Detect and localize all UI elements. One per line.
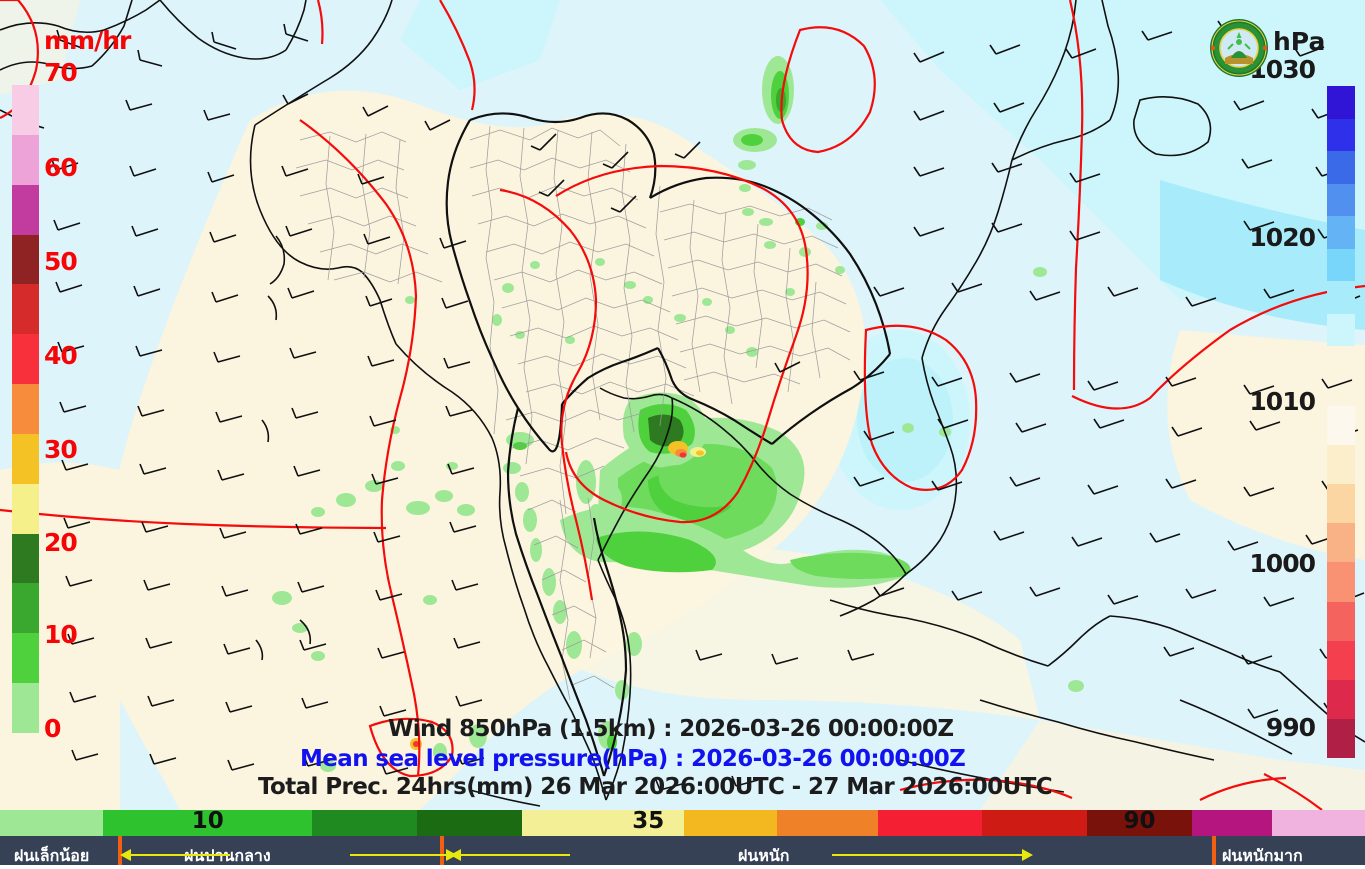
pressure-color-segment	[1327, 118, 1355, 151]
rain-scale-segment	[982, 810, 1088, 836]
precipitation-unit-label: mm/hr	[44, 26, 131, 55]
rain-scale-segment	[1272, 810, 1365, 836]
pressure-color-segment	[1327, 151, 1355, 184]
weather-map-canvas[interactable]: mm/hr 70 60 50 40 30 20 10 0 hPa 1030 1020 1010 10…	[0, 0, 1365, 810]
precip-tick-label: 40	[44, 341, 78, 370]
rain-scale-arrow-head	[1022, 849, 1033, 861]
pressure-color-segment	[1327, 248, 1355, 281]
pressure-tick-label: 1010	[1249, 387, 1316, 416]
rain-scale-category-label: ฝนปานกลาง	[184, 844, 271, 869]
pressure-color-segment	[1327, 281, 1355, 314]
precip-color-segment	[12, 184, 39, 235]
pressure-color-segment	[1327, 86, 1355, 119]
rain-scale-number: 10	[191, 808, 224, 834]
rain-scale-segment	[777, 810, 878, 836]
rain-scale-segment: 35	[612, 808, 685, 836]
rain-scale-segment	[417, 810, 522, 836]
wind-barbs	[51, 20, 1365, 791]
precip-tick-label: 60	[44, 153, 78, 182]
rain-scale-divider	[440, 836, 444, 865]
pressure-color-segment	[1327, 445, 1355, 485]
precip-tick-label: 20	[44, 528, 78, 557]
pressure-colorbar-high	[1327, 86, 1355, 346]
rain-scale-category-label: ฝนหนัก	[738, 846, 790, 865]
precip-color-segment	[12, 433, 39, 484]
pressure-unit-label: hPa	[1273, 27, 1326, 56]
precip-color-segment	[12, 633, 39, 684]
pressure-color-segment	[1327, 640, 1355, 680]
precip-color-segment	[12, 284, 39, 335]
pressure-color-segment	[1327, 562, 1355, 602]
caption-precip: Total Prec. 24hrs(mm) 26 Mar 2026:00UTC …	[258, 774, 1053, 800]
rain-scale-segment	[521, 810, 613, 836]
precip-tick-label: 10	[44, 620, 78, 649]
rain-scale-segment	[877, 810, 983, 836]
rain-scale-divider	[1212, 836, 1216, 865]
precip-color-segment	[12, 683, 39, 733]
precip-tick-label: 0	[44, 714, 61, 743]
thai-meteorological-department-logo	[1210, 19, 1268, 77]
pressure-color-segment	[1327, 216, 1355, 249]
map-graphics	[0, 0, 1365, 810]
rain-scale-segment	[0, 810, 104, 836]
rain-scale-number: 90	[1123, 808, 1156, 834]
pressure-colorbar-low	[1327, 406, 1355, 758]
rain-scale-arrow	[832, 854, 1022, 856]
pressure-tick-label: 1020	[1249, 223, 1316, 252]
pressure-tick-label: 1000	[1249, 549, 1316, 578]
precip-color-segment	[12, 483, 39, 534]
pressure-color-segment	[1327, 601, 1355, 641]
national-borders	[445, 112, 892, 777]
pressure-color-segment	[1327, 406, 1355, 446]
pressure-color-segment	[1327, 718, 1355, 758]
precip-color-segment	[12, 134, 39, 185]
rain-scale-colorbar: 10 35 90	[0, 808, 1365, 836]
rain-scale-arrow-head	[450, 849, 461, 861]
pressure-tick-label: 990	[1265, 713, 1316, 742]
pressure-color-segment	[1327, 183, 1355, 216]
pressure-color-segment	[1327, 484, 1355, 524]
precip-tick-label: 50	[44, 247, 78, 276]
precip-color-segment	[12, 234, 39, 285]
rain-scale-arrow-head	[120, 849, 131, 861]
rain-scale-segment	[312, 810, 418, 836]
caption-wind: Wind 850hPa (1.5km) : 2026-03-26 00:00:0…	[388, 716, 954, 742]
rain-scale-category-label: ฝนเล็กน้อย	[14, 846, 90, 865]
rain-scale-category-label: ฝนหนักมาก	[1222, 846, 1303, 865]
precip-tick-label: 30	[44, 435, 78, 464]
precipitation-colorbar	[12, 85, 39, 733]
pressure-color-segment	[1327, 523, 1355, 563]
precip-color-segment	[12, 334, 39, 385]
rain-scale-segment	[684, 810, 778, 836]
rain-scale-number: 35	[632, 808, 665, 834]
rain-scale-arrow	[350, 854, 446, 856]
rain-scale-segment: 10	[103, 808, 313, 836]
precip-color-segment	[12, 384, 39, 434]
rain-scale-arrow	[130, 854, 230, 856]
precip-color-segment	[12, 85, 39, 135]
rain-scale-arrow	[460, 854, 570, 856]
isobars	[0, 0, 1365, 810]
rain-scale-segment: 90	[1087, 808, 1192, 836]
precip-color-segment	[12, 583, 39, 634]
rain-scale-segment	[1191, 810, 1273, 836]
pressure-color-segment	[1327, 679, 1355, 719]
precip-tick-label: 70	[44, 58, 78, 87]
precip-color-segment	[12, 533, 39, 584]
pressure-color-segment	[1327, 313, 1355, 346]
caption-mslp: Mean sea level pressure(hPa) : 2026-03-2…	[300, 746, 966, 772]
